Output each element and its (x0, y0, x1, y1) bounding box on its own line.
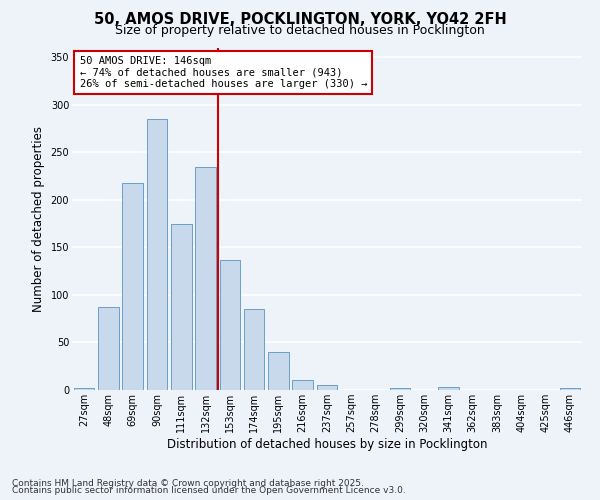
Text: Contains HM Land Registry data © Crown copyright and database right 2025.: Contains HM Land Registry data © Crown c… (12, 478, 364, 488)
Bar (389, 388, 410, 390)
Bar (74, 388, 94, 390)
X-axis label: Distribution of detached houses by size in Pocklington: Distribution of detached houses by size … (167, 438, 487, 451)
Text: Size of property relative to detached houses in Pocklington: Size of property relative to detached ho… (115, 24, 485, 37)
Bar (268, 352, 289, 390)
Bar (171, 224, 191, 390)
Bar (195, 168, 216, 390)
Y-axis label: Number of detached properties: Number of detached properties (32, 126, 45, 312)
Bar (244, 309, 265, 390)
Text: 50, AMOS DRIVE, POCKLINGTON, YORK, YO42 2FH: 50, AMOS DRIVE, POCKLINGTON, YORK, YO42 … (94, 12, 506, 28)
Bar (146, 119, 167, 390)
Text: 50 AMOS DRIVE: 146sqm
← 74% of detached houses are smaller (943)
26% of semi-det: 50 AMOS DRIVE: 146sqm ← 74% of detached … (80, 56, 367, 90)
Bar (560, 388, 580, 390)
Bar (292, 380, 313, 390)
Bar (98, 307, 119, 390)
Text: Contains public sector information licensed under the Open Government Licence v3: Contains public sector information licen… (12, 486, 406, 495)
Bar (317, 385, 337, 390)
Bar (220, 260, 240, 390)
Bar (122, 182, 143, 390)
Bar (438, 387, 459, 390)
